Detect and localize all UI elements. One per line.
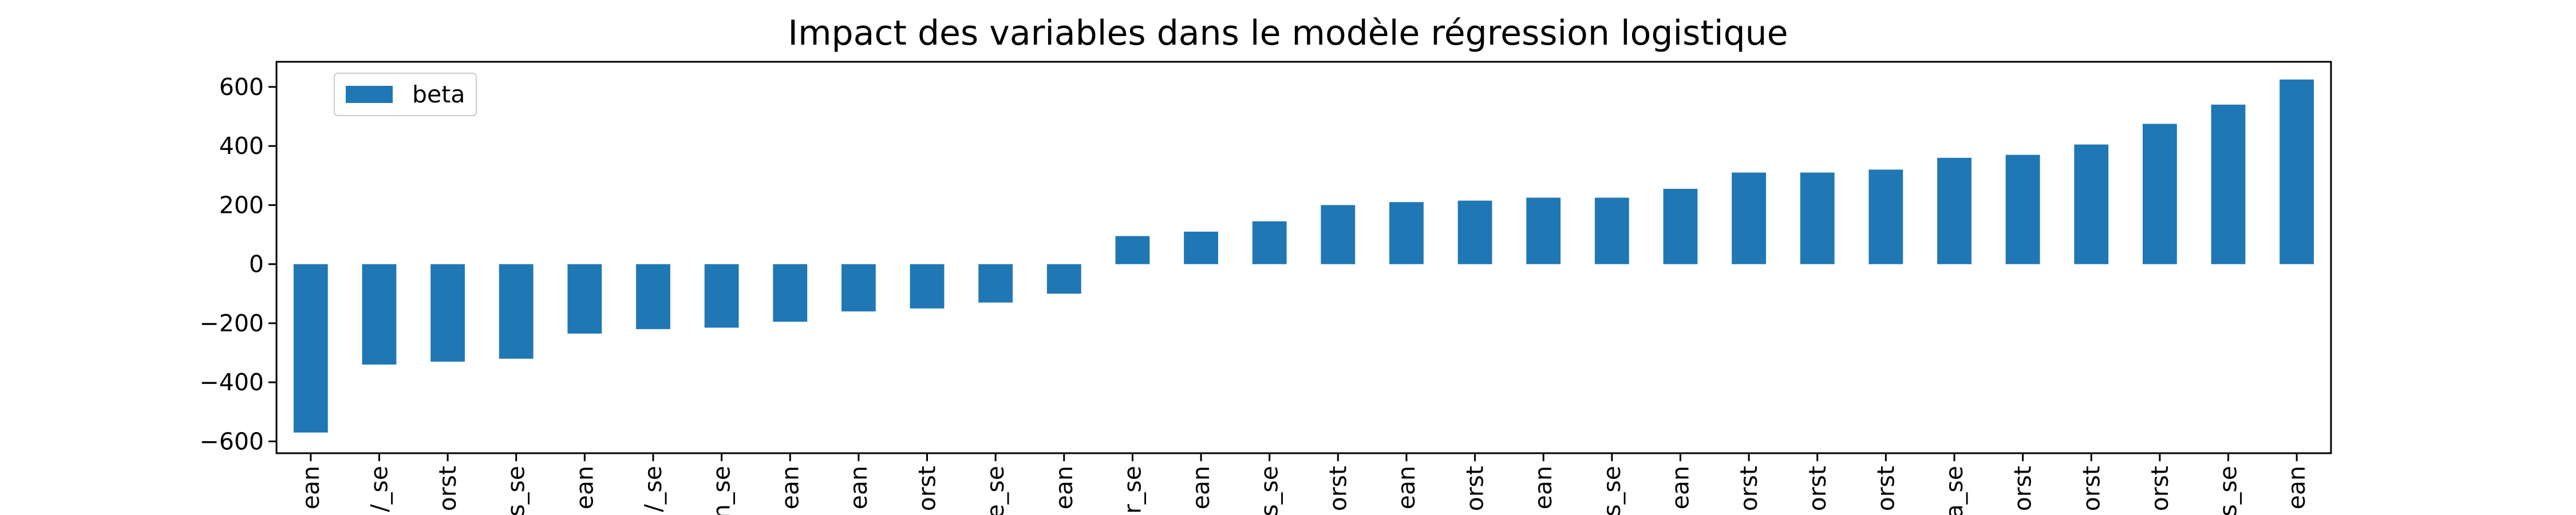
bar [1389, 202, 1424, 264]
chart-title: Impact des variables dans le modèle régr… [788, 13, 1788, 53]
x-tick-label: orst [1804, 466, 1831, 511]
bar [841, 264, 876, 312]
bar [430, 264, 465, 362]
x-tick-label: orst [434, 466, 461, 511]
x-tick-label: s_se [1598, 466, 1626, 515]
x-tick-label: s_se [2215, 466, 2242, 515]
bar [293, 264, 328, 433]
bar [1457, 200, 1492, 264]
bar [1115, 236, 1150, 264]
x-tick-label: orst [914, 466, 941, 511]
bar [910, 264, 945, 309]
x-tick-label: e_se [982, 466, 1009, 515]
x-tick-label: ean [1050, 466, 1078, 509]
bar-group [293, 79, 2314, 433]
bar [1800, 172, 1835, 264]
bar [773, 264, 808, 322]
x-tick-label: ean [1393, 466, 1420, 509]
x-tick-label: s_se [503, 466, 530, 515]
x-tick-label: orst [1324, 466, 1352, 511]
bar [978, 264, 1013, 303]
legend-label: beta [412, 81, 465, 108]
x-tick-label: orst [1461, 466, 1489, 511]
bar [1594, 197, 1629, 264]
x-tick-label: ean [845, 466, 872, 509]
x-tick-label: ean [297, 466, 325, 509]
bar [1321, 205, 1356, 264]
x-tick-label: n_se [708, 466, 736, 515]
x-tick-label: orst [1872, 466, 1899, 511]
x-tick-label: orst [2146, 466, 2174, 511]
bar [1663, 188, 1698, 264]
bar [2143, 124, 2177, 264]
bar [1526, 197, 1561, 264]
bar [567, 264, 602, 334]
y-tick-label: −400 [199, 369, 264, 396]
x-tick-label: /_se [365, 466, 393, 512]
x-tick-label: ean [776, 466, 804, 509]
legend-swatch [346, 86, 393, 103]
x-tick-label: ean [571, 466, 598, 509]
y-axis: −600 −400 −200 0 200 400 600 [199, 73, 276, 455]
x-tick-label: ean [1666, 466, 1694, 509]
bar [1732, 172, 1767, 264]
bar [2005, 154, 2040, 264]
x-tick-label: orst [2009, 466, 2037, 511]
y-tick-label: −200 [199, 310, 264, 337]
x-tick-label: /_se [639, 466, 667, 512]
bar [1252, 221, 1287, 264]
y-tick-label: 0 [249, 251, 264, 278]
y-tick-label: 200 [219, 191, 264, 219]
bar [2211, 104, 2246, 264]
x-tick-label: ean [1530, 466, 1557, 509]
legend-box [334, 73, 477, 116]
y-tick-label: 400 [219, 132, 264, 160]
x-tick-label: orst [2077, 466, 2105, 511]
bar [1184, 231, 1218, 264]
bar [2074, 144, 2109, 264]
y-tick-label: −600 [199, 427, 264, 455]
x-tick-label: ean [2283, 466, 2310, 509]
x-tick-label: a_se [1941, 466, 1968, 515]
y-tick-label: 600 [219, 73, 264, 101]
bar [636, 264, 670, 330]
bar [2279, 79, 2314, 264]
x-tick-label: s_se [1256, 466, 1283, 515]
bar [704, 264, 739, 328]
x-tick-label: r_se [1119, 466, 1146, 514]
x-tick-label: orst [1735, 466, 1763, 511]
bar [1937, 157, 1971, 264]
x-axis: ean /_se orst s_se ean /_se n_se ean ean orst e_se… [297, 453, 2310, 515]
bar [1046, 264, 1081, 294]
legend: beta [334, 73, 477, 116]
x-tick-label: ean [1187, 466, 1215, 509]
bar [499, 264, 534, 359]
bar [362, 264, 397, 365]
bar [1868, 169, 1903, 264]
plot-frame [275, 61, 2332, 454]
